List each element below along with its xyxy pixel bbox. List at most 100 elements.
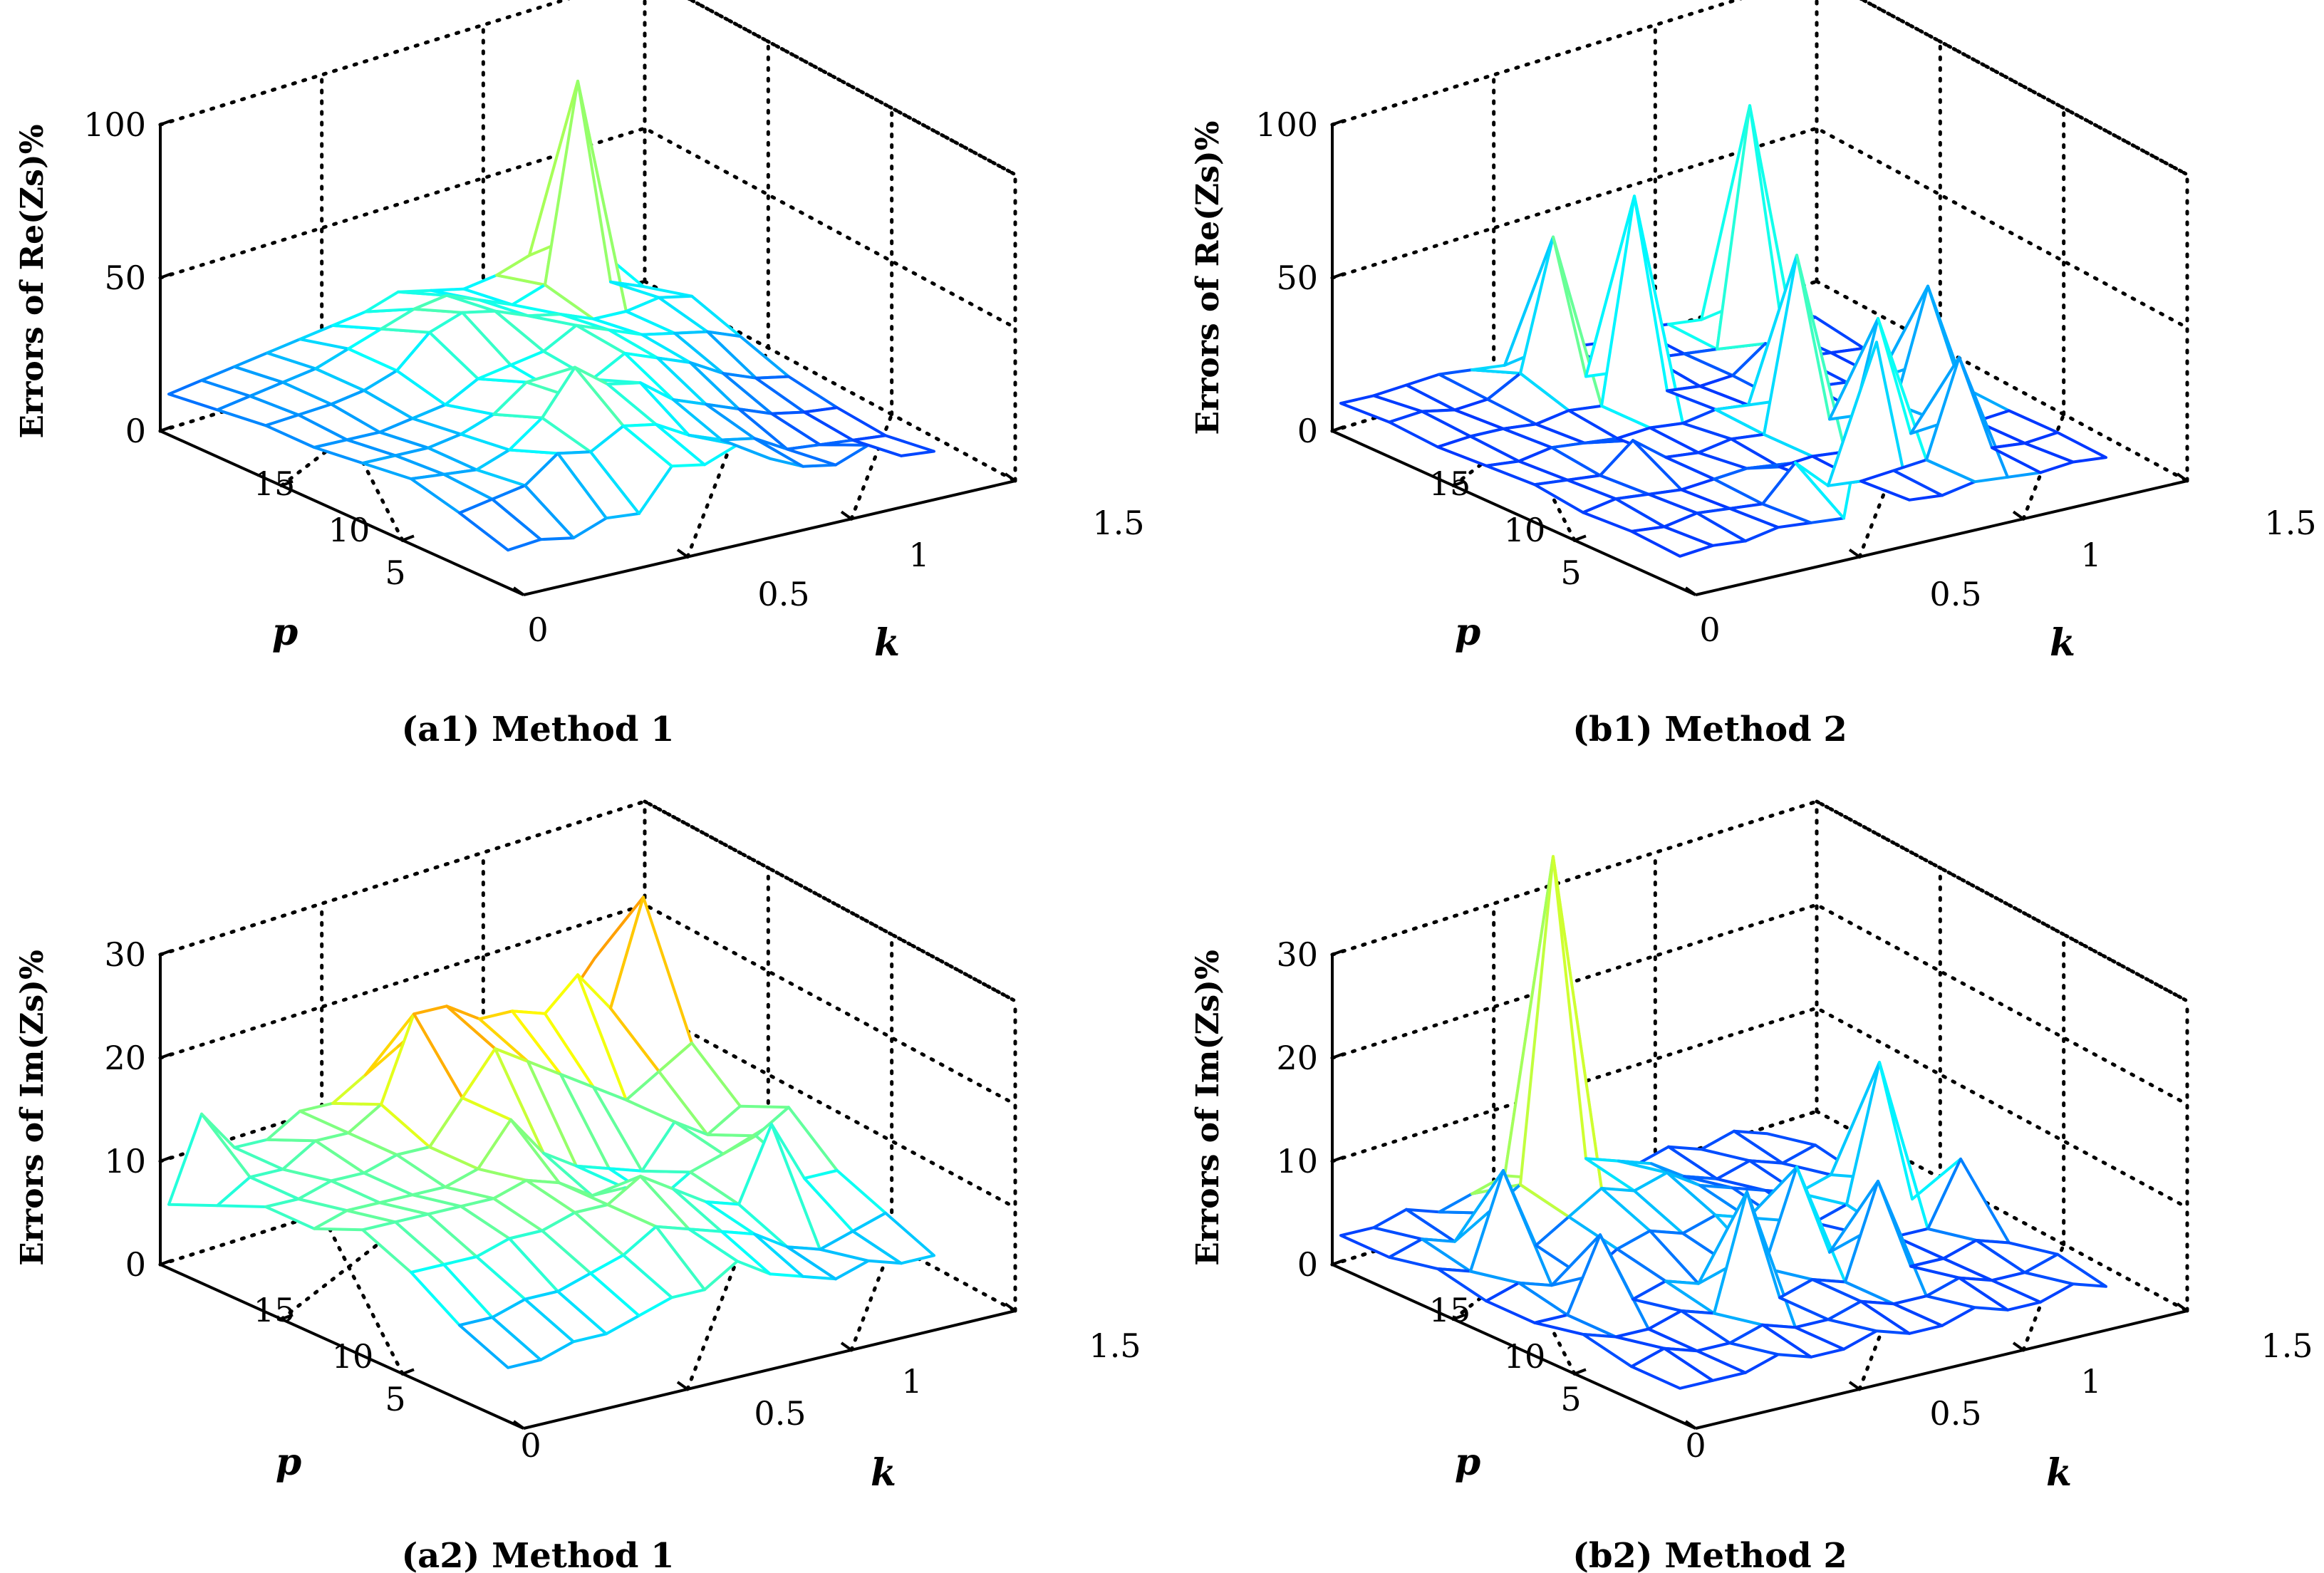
x-axis-label: k: [871, 1451, 896, 1495]
x-tick-mark: [1684, 586, 1697, 596]
z-axis-label: Errors of Im(Zs)%: [1190, 950, 1226, 1266]
z-tick-mark: [160, 1156, 172, 1163]
z-tick-label: 30: [104, 935, 146, 974]
y-tick-mark: [1453, 479, 1466, 487]
y-tick-label: 15: [1429, 464, 1471, 503]
x-tick-mark: [512, 586, 525, 596]
x-tick-mark: [2012, 1341, 2025, 1351]
x-tick-label: 1.5: [1092, 504, 1144, 542]
panel-a2: 0 0.5 1 1.5 5 10 15 0 10 20 30 k p Errors of Im(Zs)% (…: [14, 799, 1141, 1573]
x-tick-label: 0.5: [1929, 1394, 1981, 1433]
y-axis-label: p: [1455, 1440, 1480, 1484]
x-tick-label: 0.5: [754, 1394, 806, 1433]
x-tick-label: 0.5: [757, 575, 809, 613]
x-tick-label: 1.5: [2264, 504, 2316, 542]
x-axis-label: k: [2050, 621, 2075, 665]
x-tick-mark: [1004, 472, 1017, 482]
z-tick-label: 0: [125, 412, 146, 450]
z-tick-label: 100: [1255, 105, 1318, 144]
z-tick-mark: [160, 119, 172, 126]
x-floor-gridline: [849, 1242, 894, 1352]
z-tick-mark: [160, 425, 172, 432]
x-tick-mark: [1848, 549, 1861, 559]
z-axis-label: Errors of Re(Zs)%: [1190, 120, 1226, 435]
z-tick-mark: [1332, 1259, 1344, 1266]
y-tick-mark: [1453, 1313, 1466, 1321]
k-axis-line: [523, 479, 1016, 596]
z-tick-mark: [160, 272, 172, 279]
z-tick-mark: [160, 1259, 172, 1266]
box-edge-top-right: [1859, 0, 2189, 177]
z-tick-mark: [1332, 1052, 1344, 1059]
z-tick-label: 20: [104, 1039, 146, 1077]
x-tick-mark: [1684, 1420, 1697, 1430]
z-tick-label: 0: [1297, 1245, 1318, 1284]
panel-b1: 0 0.5 1 1.5 5 10 15 0 50 100 k p Errors of Re(Zs)% (b…: [1190, 0, 2317, 749]
z-tick-label: 10: [104, 1142, 146, 1180]
z-gridline: [158, 799, 1017, 1003]
z-gridline: [1330, 799, 2189, 1003]
y-floor-gridline: [320, 1211, 405, 1376]
y-floor-gridline: [158, 1109, 647, 1267]
x-tick-mark: [2176, 1302, 2189, 1312]
x-tick-mark: [676, 1381, 689, 1391]
k-axis-line: [523, 1309, 1016, 1430]
k-axis-line: [1695, 479, 2188, 596]
y-axis-label: p: [272, 611, 298, 654]
y-axis-label: p: [276, 1440, 301, 1484]
y-tick-mark: [281, 479, 294, 487]
y-tick-label: 5: [385, 554, 405, 592]
z-tick-mark: [1332, 119, 1344, 126]
surface-cell: [2023, 1252, 2107, 1288]
x-tick-label: 0: [1699, 611, 1720, 649]
y-tick-label: 15: [1429, 1291, 1471, 1329]
z-tick-label: 50: [104, 259, 146, 297]
z-gridline: [1330, 0, 2189, 177]
panel-b2: 0 0.5 1 1.5 5 10 15 0 10 20 30 k p Errors of Im(Zs)% (…: [1190, 799, 2313, 1573]
p-axis-line: [1332, 430, 1696, 596]
x-axis-label: k: [874, 621, 900, 665]
x-tick-mark: [840, 510, 853, 520]
x-tick-label: 1: [901, 1362, 922, 1401]
y-tick-label: 5: [1560, 1380, 1581, 1418]
y-tick-label: 10: [328, 511, 370, 549]
y-tick-mark: [1574, 1368, 1587, 1376]
panel-caption: (a2) Method 1: [401, 1536, 674, 1573]
z-axis-label: Errors of Re(Zs)%: [14, 124, 51, 438]
y-tick-mark: [281, 1313, 294, 1321]
z-tick-label: 30: [1276, 935, 1318, 974]
x-tick-label: 0.5: [1929, 575, 1981, 613]
x-tick-mark: [1848, 1381, 1861, 1391]
x-tick-mark: [676, 549, 689, 559]
z-tick-label: 10: [1276, 1142, 1318, 1180]
x-axis-label: k: [2046, 1451, 2072, 1495]
p-axis-line: [160, 430, 524, 596]
z-tick-mark: [1332, 1156, 1344, 1163]
y-tick-label: 10: [1504, 511, 1546, 549]
box-edge-top-left: [1330, 0, 1743, 127]
p-axis-line: [160, 1263, 524, 1430]
y-tick-mark: [402, 1368, 415, 1376]
x-tick-label: 0: [1685, 1426, 1706, 1465]
z-tick-label: 100: [83, 105, 146, 144]
y-tick-label: 15: [254, 1291, 296, 1329]
z-tick-mark: [1332, 272, 1344, 279]
z-gridline: [1330, 903, 2189, 1106]
y-tick-label: 10: [332, 1337, 374, 1376]
z-tick-label: 0: [125, 1245, 146, 1284]
panel-caption: (a1) Method 1: [401, 710, 674, 749]
z-tick-label: 50: [1276, 259, 1318, 297]
surface-cell: [851, 1211, 935, 1265]
panel-caption: (b1) Method 2: [1572, 710, 1847, 749]
x-tick-mark: [2012, 510, 2025, 520]
z-tick-mark: [1332, 949, 1344, 956]
z-tick-mark: [160, 1052, 172, 1059]
z-tick-mark: [160, 949, 172, 956]
z-gridline: [1330, 1006, 2189, 1210]
x-tick-label: 1.5: [1089, 1327, 1141, 1365]
x-tick-mark: [2176, 472, 2189, 482]
surface-cell: [851, 434, 935, 457]
y-tick-label: 10: [1504, 1337, 1546, 1376]
x-tick-label: 1.5: [2261, 1327, 2313, 1365]
